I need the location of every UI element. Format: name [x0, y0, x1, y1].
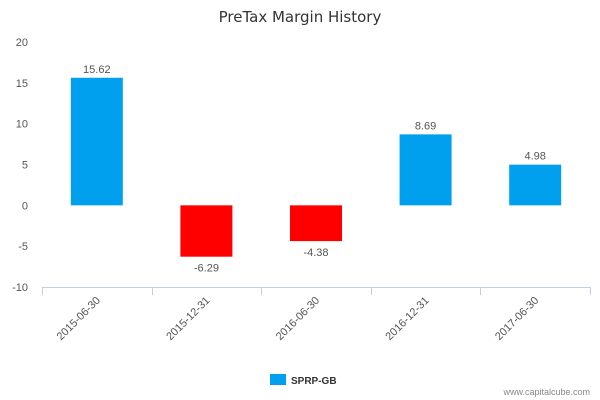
- x-tick-label: 2015-06-30: [55, 295, 103, 343]
- y-tick-label: -5: [18, 241, 28, 253]
- data-label: -4.38: [303, 247, 328, 259]
- data-label: 4.98: [524, 151, 545, 163]
- x-tick-label: 2017-06-30: [493, 295, 541, 343]
- y-tick-label: 5: [22, 160, 28, 172]
- bar[interactable]: [180, 205, 233, 257]
- bar[interactable]: [290, 205, 342, 242]
- data-label: -6.29: [194, 263, 219, 275]
- chart-title: PreTax Margin History: [219, 8, 382, 26]
- y-tick-label: 10: [16, 119, 28, 131]
- data-label: 8.69: [415, 120, 436, 132]
- y-axis: -10 -5 0 5 10 15 20: [12, 37, 28, 294]
- x-tick-label: 2015-12-31: [164, 295, 212, 343]
- legend[interactable]: SPRP-GB: [270, 374, 337, 387]
- data-label: 15.62: [83, 64, 111, 76]
- y-tick-label: 15: [16, 78, 28, 90]
- y-tick-label: 0: [22, 200, 28, 212]
- bar[interactable]: [399, 134, 452, 206]
- y-tick-label: 20: [16, 37, 28, 49]
- credit-text: www.capitalcube.com: [502, 387, 590, 397]
- data-labels: 15.62 -6.29 -4.38 8.69 4.98: [83, 64, 546, 275]
- bar-series: [70, 77, 562, 257]
- legend-label: SPRP-GB: [291, 376, 337, 387]
- bar[interactable]: [509, 164, 562, 206]
- x-tick-label: 2016-12-31: [383, 295, 431, 343]
- y-tick-label: -10: [12, 282, 28, 294]
- x-axis: 2015-06-30 2015-12-31 2016-06-30 2016-12-31…: [42, 287, 591, 343]
- bar[interactable]: [70, 77, 123, 206]
- legend-swatch: [270, 374, 286, 385]
- x-tick-label: 2016-06-30: [274, 295, 322, 343]
